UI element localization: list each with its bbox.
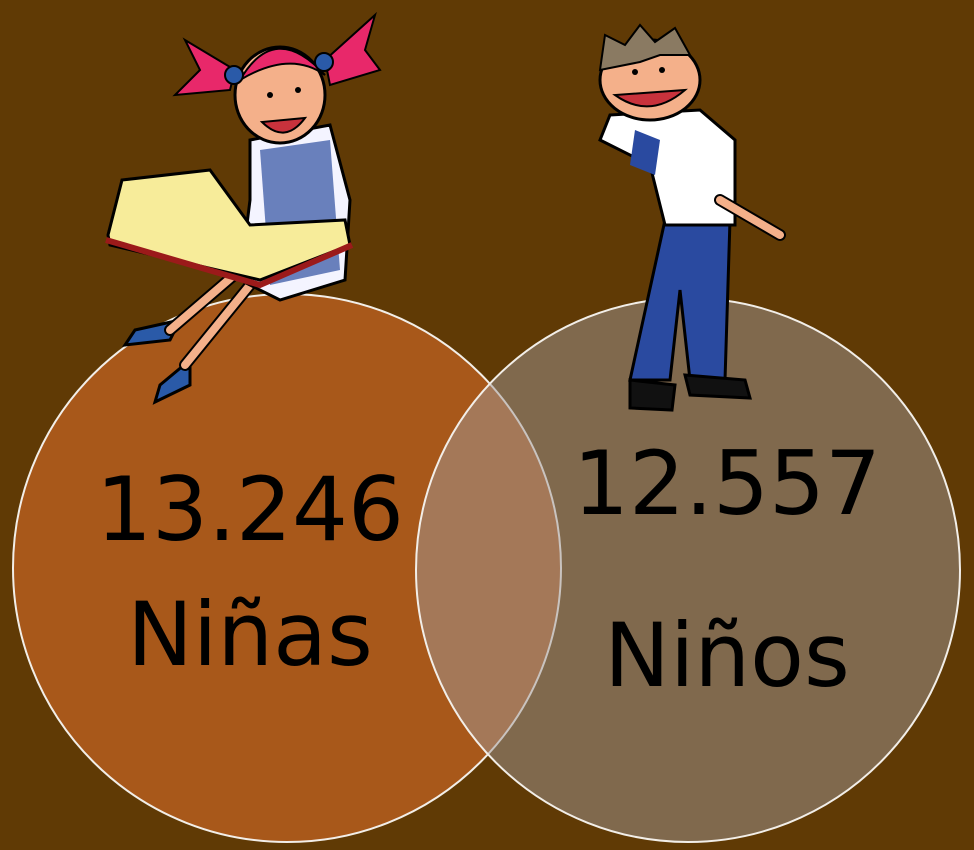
girls-count: 13.246 [96, 458, 404, 561]
boys-count: 12.557 [573, 432, 881, 535]
girls-label: Niñas [127, 583, 373, 686]
girl-illustration [105, 11, 382, 405]
boys-label: Niños [604, 604, 850, 707]
boy-illustration [598, 23, 786, 412]
